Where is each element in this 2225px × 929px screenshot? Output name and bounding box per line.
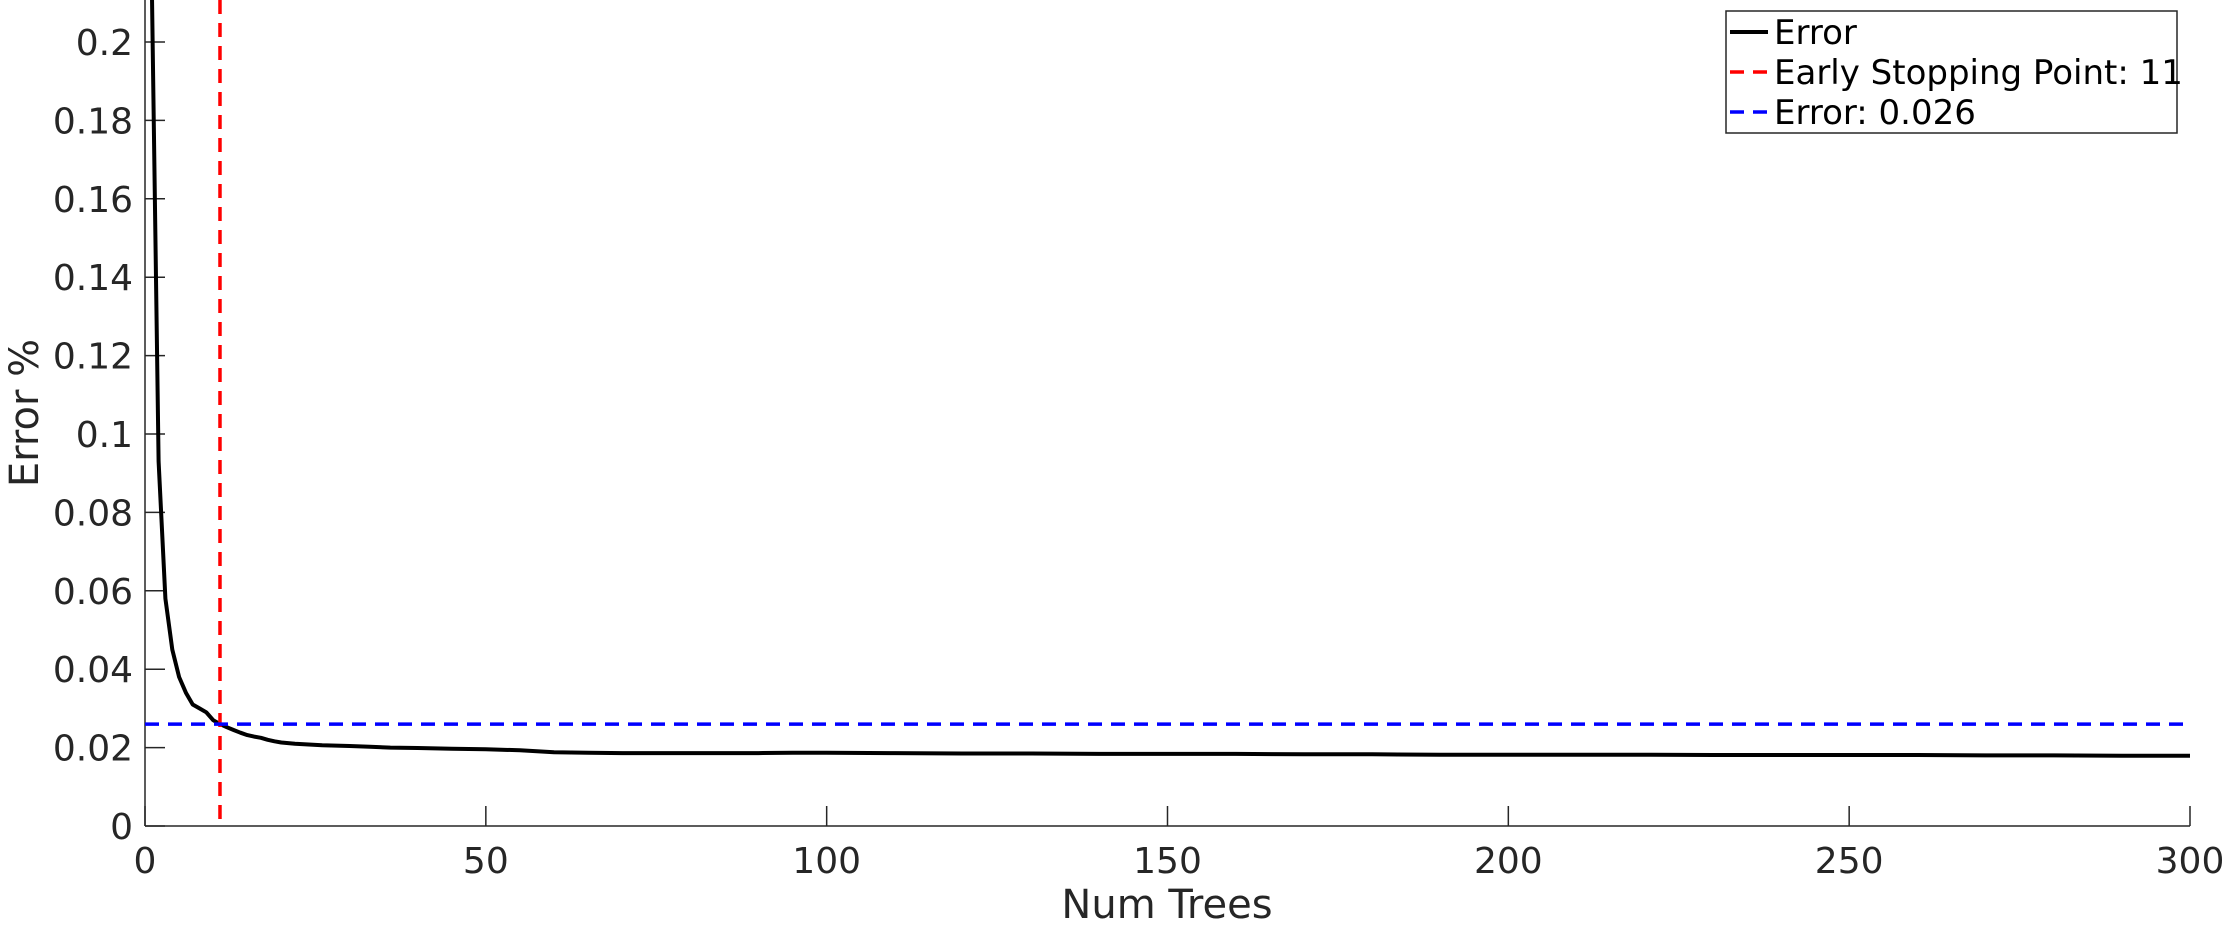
y-tick-label: 0.1 [76, 415, 133, 456]
x-axis-label: Num Trees [1061, 882, 1272, 928]
x-tick-label: 0 [134, 841, 157, 882]
x-tick-label: 200 [1474, 841, 1543, 882]
legend-label-early-stopping: Early Stopping Point: 11 [1774, 53, 2183, 93]
y-tick-label: 0.2 [76, 23, 133, 64]
y-tick-label: 0.08 [53, 493, 133, 534]
y-tick-label: 0.18 [53, 101, 133, 142]
x-tick-label: 100 [792, 841, 861, 882]
y-tick-label: 0.04 [53, 650, 133, 691]
x-ticks: 0 50 100 150 200 250 300 [134, 806, 2225, 882]
legend-label-error-threshold: Error: 0.026 [1774, 93, 1976, 133]
legend: Error Early Stopping Point: 11 Error: 0.… [1725, 10, 2183, 134]
legend-box [1725, 10, 2178, 134]
y-axis-label: Error % [2, 339, 48, 487]
y-tick-label: 0.06 [53, 572, 133, 613]
y-tick-label: 0.12 [53, 337, 133, 378]
legend-label-error: Error [1774, 13, 1857, 53]
y-tick-label: 0.16 [53, 180, 133, 221]
y-tick-label: 0.02 [53, 729, 133, 770]
x-tick-label: 150 [1133, 841, 1202, 882]
y-tick-label: 0 [110, 807, 133, 848]
y-ticks: 0 0.02 0.04 0.06 0.08 0.1 0.12 0.14 0.16 0.18 0.2 [53, 23, 165, 848]
x-tick-label: 50 [463, 841, 509, 882]
y-tick-label: 0.14 [53, 258, 133, 299]
x-tick-label: 300 [2156, 841, 2225, 882]
plot-area [145, 0, 2190, 826]
x-tick-label: 250 [1815, 841, 1884, 882]
